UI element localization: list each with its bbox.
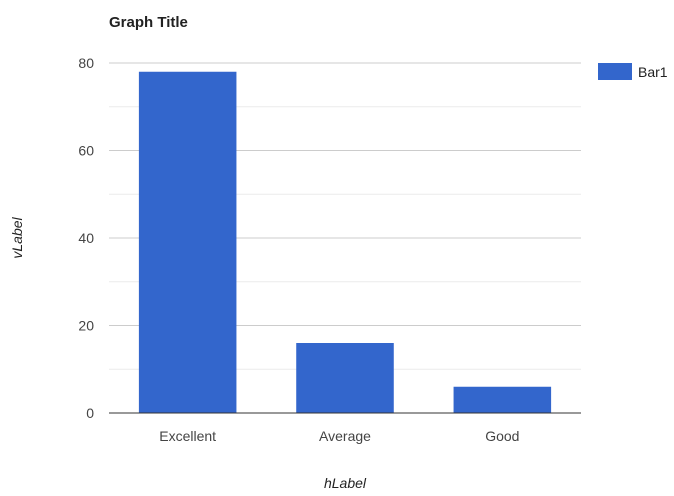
- bar-good: [453, 386, 552, 413]
- y-tick-label: 0: [86, 405, 94, 421]
- y-axis-title: vLabel: [9, 216, 25, 258]
- y-tick-label: 80: [78, 55, 94, 71]
- legend-swatch-bar1: [598, 63, 632, 80]
- x-tick-label: Good: [485, 428, 519, 444]
- x-axis-title: hLabel: [324, 475, 367, 491]
- x-tick-label: Average: [319, 428, 371, 444]
- legend: Bar1: [598, 63, 668, 80]
- y-tick-label: 40: [78, 230, 94, 246]
- chart-title: Graph Title: [109, 14, 188, 31]
- y-tick-label: 60: [78, 143, 94, 159]
- legend-label-bar1: Bar1: [638, 64, 668, 80]
- x-axis-ticks: Excellent Average Good: [159, 428, 519, 444]
- bars: [138, 71, 552, 413]
- y-tick-label: 20: [78, 318, 94, 334]
- bar-average: [296, 343, 394, 413]
- x-tick-label: Excellent: [159, 428, 216, 444]
- bar-excellent: [138, 71, 237, 413]
- y-axis-ticks: 0 20 40 60 80: [78, 55, 94, 421]
